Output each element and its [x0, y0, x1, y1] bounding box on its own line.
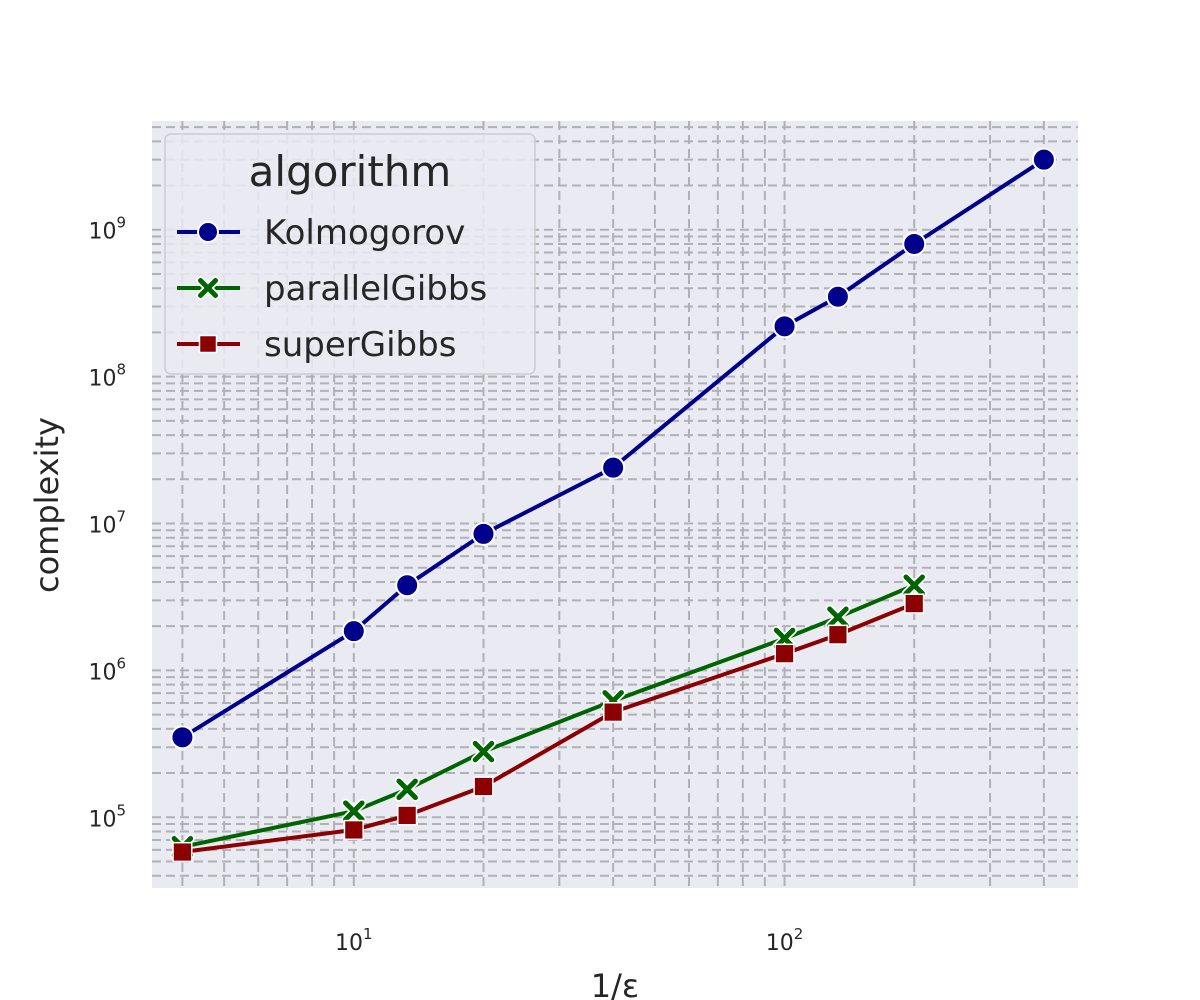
data-point-supergibbs	[904, 593, 925, 614]
y-tick-label: 107	[88, 508, 126, 539]
x-axis-label: 1/ε	[591, 967, 639, 1000]
data-point-kolmogorov	[471, 521, 496, 546]
series-parallelgibbs	[169, 572, 927, 860]
data-point-kolmogorov	[902, 231, 927, 256]
data-point-supergibbs	[473, 776, 494, 797]
legend: algorithm Kolmogorov parallelGibbs superGi…	[164, 133, 536, 375]
data-point-supergibbs	[343, 819, 364, 841]
y-tick-label: 109	[88, 214, 126, 245]
data-point-parallelgibbs	[341, 798, 367, 824]
tick-labels: 101 102 105 106 107 108 109	[88, 214, 803, 956]
data-point-supergibbs	[774, 643, 795, 664]
data-series	[169, 147, 1056, 863]
y-tick-label: 108	[88, 361, 126, 392]
data-point-parallelgibbs	[901, 572, 927, 598]
data-point-supergibbs	[603, 702, 624, 723]
y-tick-label: 105	[88, 801, 126, 832]
data-point-kolmogorov	[825, 284, 850, 309]
legend-label-supergibbs: superGibbs	[264, 325, 456, 365]
legend-marker-kolmogorov	[197, 221, 219, 243]
data-point-parallelgibbs	[394, 776, 420, 802]
data-point-kolmogorov	[1031, 147, 1056, 172]
legend-title: algorithm	[249, 147, 452, 196]
y-axis-label: complexity	[28, 417, 66, 593]
y-tick-label: 106	[88, 654, 126, 685]
data-point-supergibbs	[172, 841, 193, 863]
series-supergibbs	[172, 593, 925, 863]
data-point-parallelgibbs	[470, 739, 496, 765]
data-point-kolmogorov	[341, 619, 366, 644]
legend-label-parallelgibbs: parallelGibbs	[264, 269, 487, 309]
legend-entry-parallelgibbs: parallelGibbs	[177, 269, 487, 309]
data-point-parallelgibbs	[825, 604, 851, 630]
data-point-kolmogorov	[601, 455, 626, 480]
data-point-kolmogorov	[772, 314, 797, 339]
legend-label-kolmogorov: Kolmogorov	[264, 213, 465, 253]
legend-marker-supergibbs	[198, 334, 218, 354]
x-tick-label: 101	[335, 925, 373, 956]
x-tick-label: 102	[766, 925, 804, 956]
legend-entry-supergibbs: superGibbs	[177, 325, 456, 365]
legend-frame	[164, 133, 536, 375]
data-point-supergibbs	[397, 805, 418, 826]
legend-entry-kolmogorov: Kolmogorov	[177, 213, 465, 253]
data-point-supergibbs	[827, 624, 849, 645]
data-point-kolmogorov	[395, 573, 420, 598]
series-kolmogorov	[170, 147, 1056, 750]
legend-marker-parallelgibbs	[196, 276, 220, 300]
data-point-kolmogorov	[170, 725, 195, 750]
